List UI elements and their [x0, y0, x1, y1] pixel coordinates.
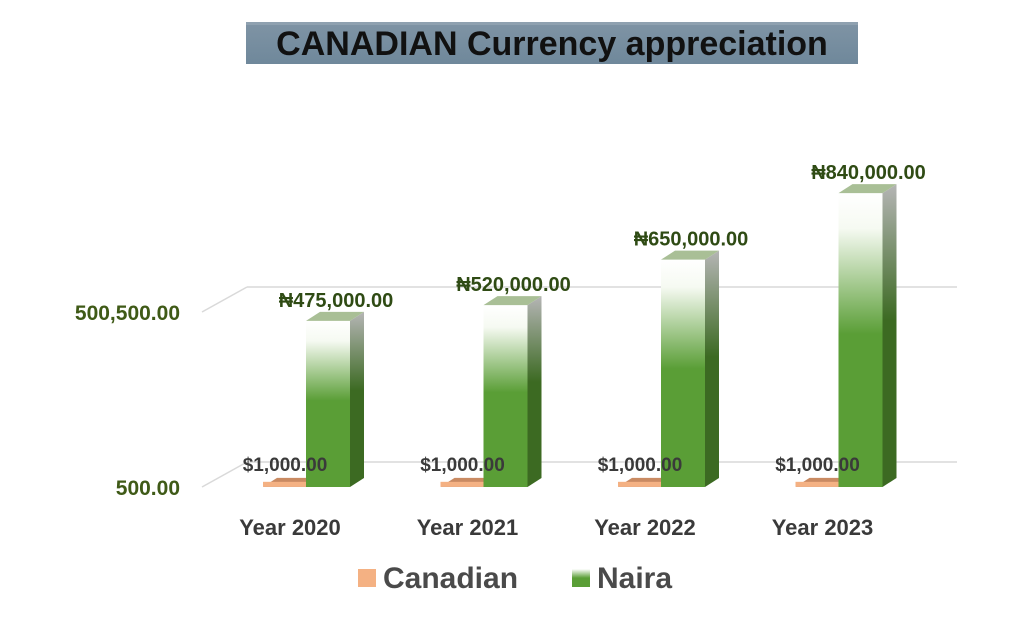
bar-naira-top — [306, 311, 364, 321]
gridline-depth — [201, 461, 248, 488]
bar-naira-top — [838, 184, 897, 194]
bar-naira-top — [661, 250, 719, 260]
legend-swatch-canadian — [358, 569, 376, 587]
bar-naira-side — [350, 311, 364, 487]
bar-naira — [661, 259, 705, 487]
chart-title: CANADIAN Currency appreciation — [276, 25, 828, 63]
bar-naira — [483, 305, 528, 487]
bar-canadian-front — [618, 481, 662, 487]
x-tick-label: Year 2021 — [417, 515, 519, 540]
bar-naira — [306, 320, 350, 487]
y-tick-label: 500.00 — [116, 477, 180, 500]
x-tick-label: Year 2022 — [594, 515, 696, 540]
bar-naira-side — [527, 296, 542, 487]
data-label-naira: ₦650,000.00 — [634, 229, 749, 251]
bar-naira-top — [483, 296, 542, 306]
y-tick-label: 500,500.00 — [75, 302, 180, 325]
data-label-canadian: $1,000.00 — [775, 455, 860, 476]
data-label-naira: ₦475,000.00 — [279, 290, 394, 312]
legend-swatch-naira — [572, 569, 590, 587]
x-tick-label: Year 2020 — [239, 515, 341, 540]
bar-naira — [838, 193, 883, 488]
bar-canadian-front — [795, 481, 840, 487]
bar-naira-side — [705, 250, 719, 487]
bar-naira-side — [882, 184, 897, 488]
legend-label-naira: Naira — [597, 562, 672, 595]
bar-canadian-front — [440, 481, 485, 487]
x-tick-label: Year 2023 — [772, 515, 874, 540]
bar-canadian-front — [263, 481, 307, 487]
gridline-depth — [201, 286, 248, 313]
data-label-canadian: $1,000.00 — [420, 455, 505, 476]
data-label-naira: ₦520,000.00 — [456, 274, 571, 296]
data-label-canadian: $1,000.00 — [598, 455, 683, 476]
data-label-canadian: $1,000.00 — [243, 455, 328, 476]
data-label-naira: ₦840,000.00 — [811, 162, 926, 184]
legend-label-canadian: Canadian — [383, 562, 518, 595]
title-band — [246, 22, 858, 64]
